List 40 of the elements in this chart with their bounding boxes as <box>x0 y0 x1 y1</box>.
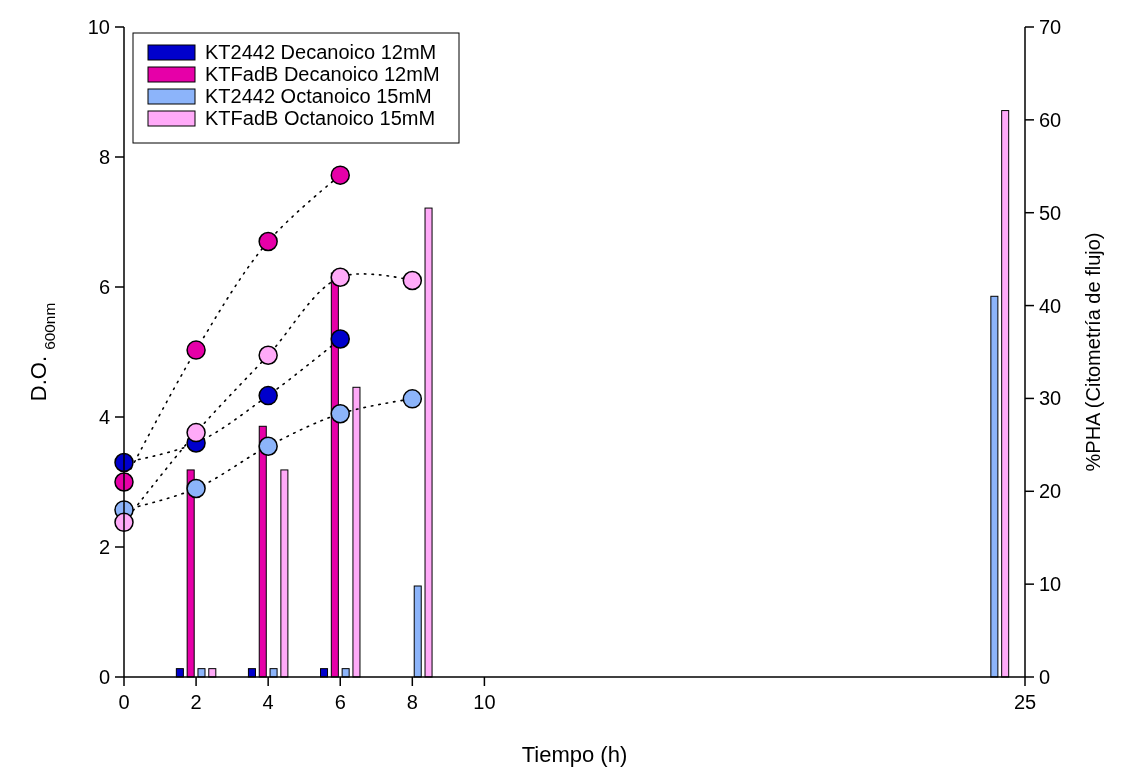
y-tick-label: 10 <box>87 16 110 38</box>
x-axis-title: Tiempo (h) <box>521 742 628 767</box>
x-tick-label: 4 <box>262 691 274 713</box>
legend-label: KTFadB Decanoico 12mM <box>205 63 440 85</box>
y2-tick-label: 0 <box>1039 666 1051 688</box>
y-tick-label: 2 <box>98 536 110 558</box>
x-tick-label: 6 <box>334 691 346 713</box>
point <box>186 340 206 360</box>
legend-label: KT2442 Decanoico 12mM <box>205 41 437 63</box>
point <box>258 231 278 252</box>
y2-tick-label: 70 <box>1039 16 1062 38</box>
y-tick-label: 8 <box>98 146 110 168</box>
point <box>258 345 278 365</box>
x-tick-label: 2 <box>190 691 202 713</box>
point <box>186 422 206 443</box>
y-tick-label: 6 <box>98 276 110 298</box>
x-tick-label: 0 <box>118 691 130 713</box>
point <box>258 436 278 456</box>
y2-axis-title: %PHA (Citometría de flujo) <box>1082 232 1104 472</box>
legend-label: KT2442 Octanoico 15mM <box>205 85 432 107</box>
point <box>330 267 350 287</box>
point <box>330 329 350 349</box>
point <box>330 165 350 185</box>
y2-tick-label: 40 <box>1039 294 1062 317</box>
y2-tick-label: 50 <box>1039 201 1062 224</box>
y2-tick-label: 20 <box>1039 480 1062 503</box>
legend-label: KTFadB Octanoico 15mM <box>205 107 436 129</box>
point <box>330 404 350 424</box>
x-tick-label: 25 <box>1013 691 1037 713</box>
point <box>402 389 423 409</box>
x-tick-label: 8 <box>406 691 418 713</box>
y-tick-label: 4 <box>98 406 110 428</box>
point <box>258 385 278 406</box>
point <box>402 270 423 291</box>
y2-tick-label: 30 <box>1039 387 1062 410</box>
y2-tick-label: 60 <box>1039 108 1062 131</box>
x-tick-label: 10 <box>473 691 496 713</box>
point <box>186 478 206 499</box>
y2-tick-label: 10 <box>1039 573 1062 596</box>
y-tick-label: 0 <box>98 666 110 688</box>
